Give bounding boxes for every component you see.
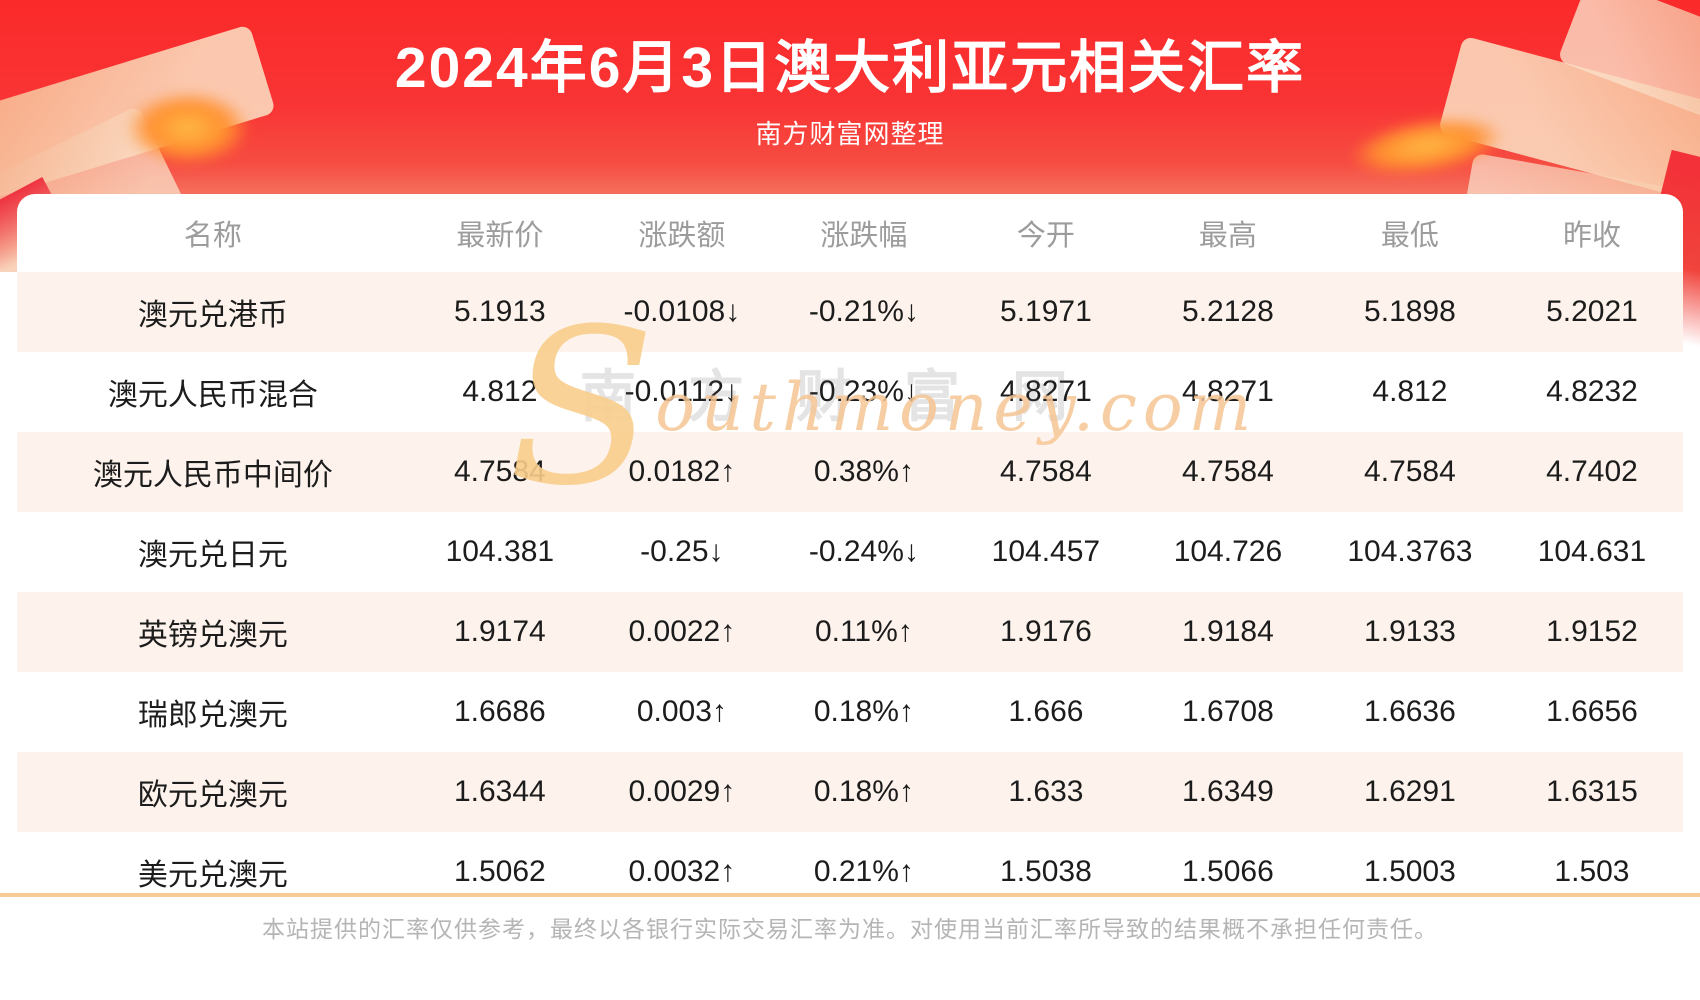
cell-high: 1.6708 — [1182, 695, 1274, 728]
cell-change: 0.0029↑ — [590, 752, 773, 832]
cell-percent: -0.21%↓ — [772, 272, 955, 352]
table-row: 英镑兑澳元 1.9174 0.0022↑ 0.11%↑ 1.9176 1.9184 1.91… — [17, 592, 1683, 672]
cell-prev_close: 1.9152 — [1500, 592, 1683, 672]
cell-name: 澳元人民币中间价 — [17, 432, 409, 512]
cell-name: 澳元兑日元 — [137, 539, 288, 572]
cell-high: 1.5066 — [1182, 855, 1274, 888]
cell-prev_close: 1.6656 — [1546, 695, 1638, 728]
cell-percent: 0.11%↑ — [772, 592, 955, 672]
cell-open: 4.7584 — [954, 432, 1137, 512]
cell-name: 澳元兑港币 — [17, 272, 409, 352]
page-subtitle: 南方财富网整理 — [755, 119, 945, 149]
cell-percent: 0.18%↑ — [772, 752, 955, 832]
cell-low: 1.6291 — [1318, 752, 1501, 832]
cell-name: 瑞郎兑澳元 — [137, 699, 288, 732]
cell-change: -0.0108↓ — [590, 272, 773, 352]
cell-low: 1.6636 — [1364, 695, 1456, 728]
cell-percent: 0.18%↑ — [813, 695, 914, 728]
column-header-7: 昨收 — [1562, 220, 1621, 252]
cell-latest: 1.5062 — [453, 855, 546, 888]
cell-prev_close: 4.7402 — [1500, 432, 1683, 512]
table-header-row: 名称 最新价 涨跌额 涨跌幅 今开 最高 最低 昨收 — [17, 194, 1683, 272]
cell-high: 4.8271 — [1182, 375, 1274, 408]
cell-name: 澳元人民币混合 — [107, 379, 318, 412]
cell-prev_close: 4.8232 — [1546, 375, 1638, 408]
cell-high: 104.726 — [1173, 535, 1283, 568]
cell-change: 0.0032↑ — [628, 855, 736, 888]
cell-latest: 5.1913 — [408, 272, 591, 352]
cell-high: 1.9184 — [1136, 592, 1319, 672]
column-header-2: 涨跌额 — [638, 220, 726, 252]
cell-open: 1.666 — [1008, 695, 1084, 728]
column-header-4: 今开 — [1016, 220, 1075, 252]
cell-prev_close: 1.503 — [1554, 855, 1630, 888]
orange-glow-decoration — [128, 92, 248, 164]
cell-high: 1.6349 — [1136, 752, 1319, 832]
cell-open: 1.633 — [954, 752, 1137, 832]
cell-low: 4.7584 — [1318, 432, 1501, 512]
cell-name: 美元兑澳元 — [137, 859, 288, 892]
column-header-3: 涨跌幅 — [820, 220, 908, 252]
cell-change: 0.0182↑ — [590, 432, 773, 512]
cell-low: 1.9133 — [1318, 592, 1501, 672]
cell-percent: 0.38%↑ — [772, 432, 955, 512]
disclaimer-text: 本站提供的汇率仅供参考，最终以各银行实际交易汇率为准。对使用当前汇率所导致的结果… — [262, 916, 1438, 942]
cell-latest: 104.381 — [445, 535, 555, 568]
cell-change: -0.0112↓ — [624, 375, 740, 408]
table-row: 澳元兑港币 5.1913 -0.0108↓ -0.21%↓ 5.1971 5.2128 5.… — [17, 272, 1683, 352]
table-row: 瑞郎兑澳元 1.6686 0.003↑ 0.18%↑ 1.666 1.6708 1.6636… — [17, 672, 1683, 752]
cell-low: 104.3763 — [1347, 535, 1473, 568]
cell-open: 104.457 — [991, 535, 1101, 568]
cell-percent: 0.21%↑ — [813, 855, 914, 888]
page-title: 2024年6月3日澳大利亚元相关汇率 — [394, 36, 1306, 100]
cell-change: -0.25↓ — [640, 535, 724, 568]
cell-prev_close: 1.6315 — [1500, 752, 1683, 832]
cell-name: 英镑兑澳元 — [17, 592, 409, 672]
column-header-0: 名称 — [183, 220, 242, 252]
column-header-5: 最高 — [1198, 220, 1257, 252]
cell-open: 4.8271 — [1000, 375, 1092, 408]
cell-prev_close: 5.2021 — [1500, 272, 1683, 352]
cell-open: 1.5038 — [1000, 855, 1092, 888]
column-header-6: 最低 — [1380, 220, 1439, 252]
table-row: 澳元兑日元 104.381 -0.25↓ -0.24%↓ 104.457 104.726 1… — [17, 512, 1683, 592]
rates-table-card: 名称 最新价 涨跌额 涨跌幅 今开 最高 最低 昨收 澳元兑港币 5.1913 -0.0108↓ -… — [17, 194, 1683, 894]
cell-percent: -0.23%↓ — [808, 375, 919, 408]
column-header-1: 最新价 — [456, 220, 544, 252]
cell-latest: 4.7584 — [408, 432, 591, 512]
cell-latest: 1.6344 — [408, 752, 591, 832]
cell-latest: 1.9174 — [408, 592, 591, 672]
table-body: 澳元兑港币 5.1913 -0.0108↓ -0.21%↓ 5.1971 5.2128 5.… — [17, 272, 1683, 894]
cell-low: 1.5003 — [1364, 855, 1456, 888]
cell-percent: -0.24%↓ — [808, 535, 919, 568]
table-row: 美元兑澳元 1.5062 0.0032↑ 0.21%↑ 1.5038 1.5066 1.50… — [17, 832, 1683, 894]
table-row: 欧元兑澳元 1.6344 0.0029↑ 0.18%↑ 1.633 1.6349 1.629… — [17, 752, 1683, 832]
table-row: 澳元人民币中间价 4.7584 0.0182↑ 0.38%↑ 4.7584 4.7584 4… — [17, 432, 1683, 512]
cell-change: 0.0022↑ — [590, 592, 773, 672]
cell-open: 5.1971 — [954, 272, 1137, 352]
cell-latest: 4.812 — [462, 375, 538, 408]
cell-low: 4.812 — [1372, 375, 1448, 408]
footer-divider — [0, 893, 1700, 897]
table-row: 澳元人民币混合 4.812 -0.0112↓ -0.23%↓ 4.8271 4.8271 4… — [17, 352, 1683, 432]
exchange-rates-table: 名称 最新价 涨跌额 涨跌幅 今开 最高 最低 昨收 澳元兑港币 5.1913 -0.0108↓ -… — [17, 194, 1683, 894]
cell-high: 5.2128 — [1136, 272, 1319, 352]
cell-name: 欧元兑澳元 — [17, 752, 409, 832]
cell-prev_close: 104.631 — [1537, 535, 1647, 568]
cell-high: 4.7584 — [1136, 432, 1319, 512]
cell-latest: 1.6686 — [453, 695, 546, 728]
cell-open: 1.9176 — [954, 592, 1137, 672]
cell-change: 0.003↑ — [636, 695, 727, 728]
cell-low: 5.1898 — [1318, 272, 1501, 352]
